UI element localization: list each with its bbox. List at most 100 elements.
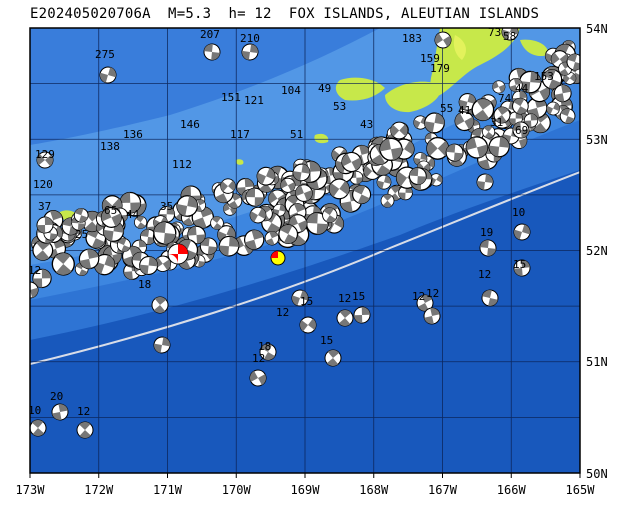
beachball-icon	[218, 235, 240, 257]
event-number-label: 73	[488, 26, 501, 39]
beachball-icon	[398, 185, 413, 201]
lon-label-169w: 169W	[291, 483, 321, 497]
event-number-label: 65	[104, 204, 117, 217]
beachball-icon	[488, 136, 510, 158]
event-number-label: 12	[426, 287, 439, 300]
beachball-icon	[139, 255, 159, 276]
lon-label-167w: 167W	[428, 483, 458, 497]
beachball-icon	[299, 316, 317, 334]
beachball-icon	[566, 53, 580, 71]
lon-label-173w: 173W	[16, 483, 46, 497]
beachball-icon	[559, 108, 576, 124]
beachball-icon	[541, 69, 563, 90]
beachball-icon	[73, 207, 89, 223]
beachball-icon	[512, 121, 530, 139]
beachball-icon	[259, 343, 277, 361]
lat-label-51n: 51N	[586, 355, 608, 369]
beachball-icon	[546, 101, 560, 116]
event-number-label: 210	[240, 32, 260, 45]
event-number-label: 18	[138, 278, 151, 291]
beachball-icon	[481, 289, 499, 307]
beachball-icon	[408, 167, 427, 186]
beachball-icon	[272, 203, 286, 217]
beachball-icon	[445, 143, 464, 162]
event-number-label: 44	[126, 208, 140, 221]
beachball-icon	[434, 31, 452, 49]
beachball-icon	[241, 43, 259, 61]
beachball-icon	[203, 43, 221, 61]
event-number-label: 121	[244, 94, 264, 107]
beachball-icon	[471, 98, 495, 122]
lat-label-50n: 50N	[586, 467, 608, 481]
beachball-icon	[492, 80, 506, 94]
beachball-icon	[151, 296, 169, 314]
beachball-icon	[153, 336, 171, 354]
beachball-icon	[78, 248, 100, 270]
beachball-icon	[119, 191, 142, 214]
beachball-icon	[100, 206, 122, 228]
event-number-label: 12	[77, 405, 90, 418]
beachball-icon	[99, 66, 117, 84]
beachball-icon	[134, 215, 148, 229]
event-number-label: 129	[35, 148, 55, 161]
beachball-icon	[51, 252, 75, 276]
lon-label-172w: 172W	[84, 483, 114, 497]
beachball-icon	[376, 174, 392, 190]
beachball-icon	[264, 230, 280, 246]
beachball-icon	[199, 237, 218, 256]
event-number-label: 20	[50, 390, 63, 403]
event-title: E202405020706A M=5.3 h= 12 FOX ISLANDS, …	[30, 6, 540, 22]
beachball-icon	[423, 307, 441, 325]
event-number-label: 13	[440, 10, 453, 23]
event-number-label: 10	[28, 404, 41, 417]
beachball-icon	[187, 225, 206, 245]
event-number-label: 18	[258, 340, 271, 353]
beachball-icon	[454, 111, 475, 132]
beachball-icon	[220, 178, 236, 194]
lon-label-165w: 165W	[566, 483, 596, 497]
beachball-icon	[508, 78, 523, 92]
event-number-label: 51	[290, 128, 303, 141]
beachball-icon	[278, 224, 299, 244]
lon-label-170w: 170W	[222, 483, 252, 497]
beachball-icon	[116, 238, 131, 253]
event-number-label: 151	[221, 91, 241, 104]
beachball-icon	[32, 268, 52, 289]
event-number-label: 112	[172, 158, 192, 171]
event-number-label: 117	[230, 128, 250, 141]
lon-label-168w: 168W	[359, 483, 389, 497]
beachball-icon	[482, 125, 496, 139]
beachball-icon	[93, 253, 116, 276]
beachball-icon	[249, 369, 267, 387]
beachball-icon	[249, 206, 267, 224]
event-number-label: 43	[360, 118, 373, 131]
beachball-icon	[465, 136, 489, 159]
event-number-label: 58	[503, 30, 516, 43]
beachball-icon	[36, 151, 54, 169]
beachball-icon	[512, 97, 529, 115]
event-number-label: 44	[515, 82, 529, 95]
beachball-icon	[426, 136, 450, 160]
beachball-icon	[518, 70, 542, 94]
lat-label-54n: 54N	[586, 22, 608, 36]
beachball-icon	[30, 281, 39, 299]
event-number-label: 69	[515, 124, 528, 137]
beachball-icon	[322, 207, 338, 223]
event-number-label: 179	[430, 62, 450, 75]
beachball-icon	[553, 84, 572, 103]
event-number-label: 153	[534, 70, 554, 83]
beachball-icon	[76, 421, 94, 439]
event-number-label: 136	[123, 128, 143, 141]
focal-mechanisms	[30, 28, 580, 439]
event-number-label: 15	[300, 295, 313, 308]
event-number-label: 31	[490, 116, 503, 129]
beachball-icon	[479, 239, 497, 257]
event-number-label: 10	[512, 206, 525, 219]
event-number-label: 12	[252, 352, 265, 365]
event-number-label: 15	[320, 334, 333, 347]
beachball-icon	[32, 239, 54, 261]
beachball-icon	[328, 178, 350, 200]
lon-ticks	[29, 473, 581, 478]
